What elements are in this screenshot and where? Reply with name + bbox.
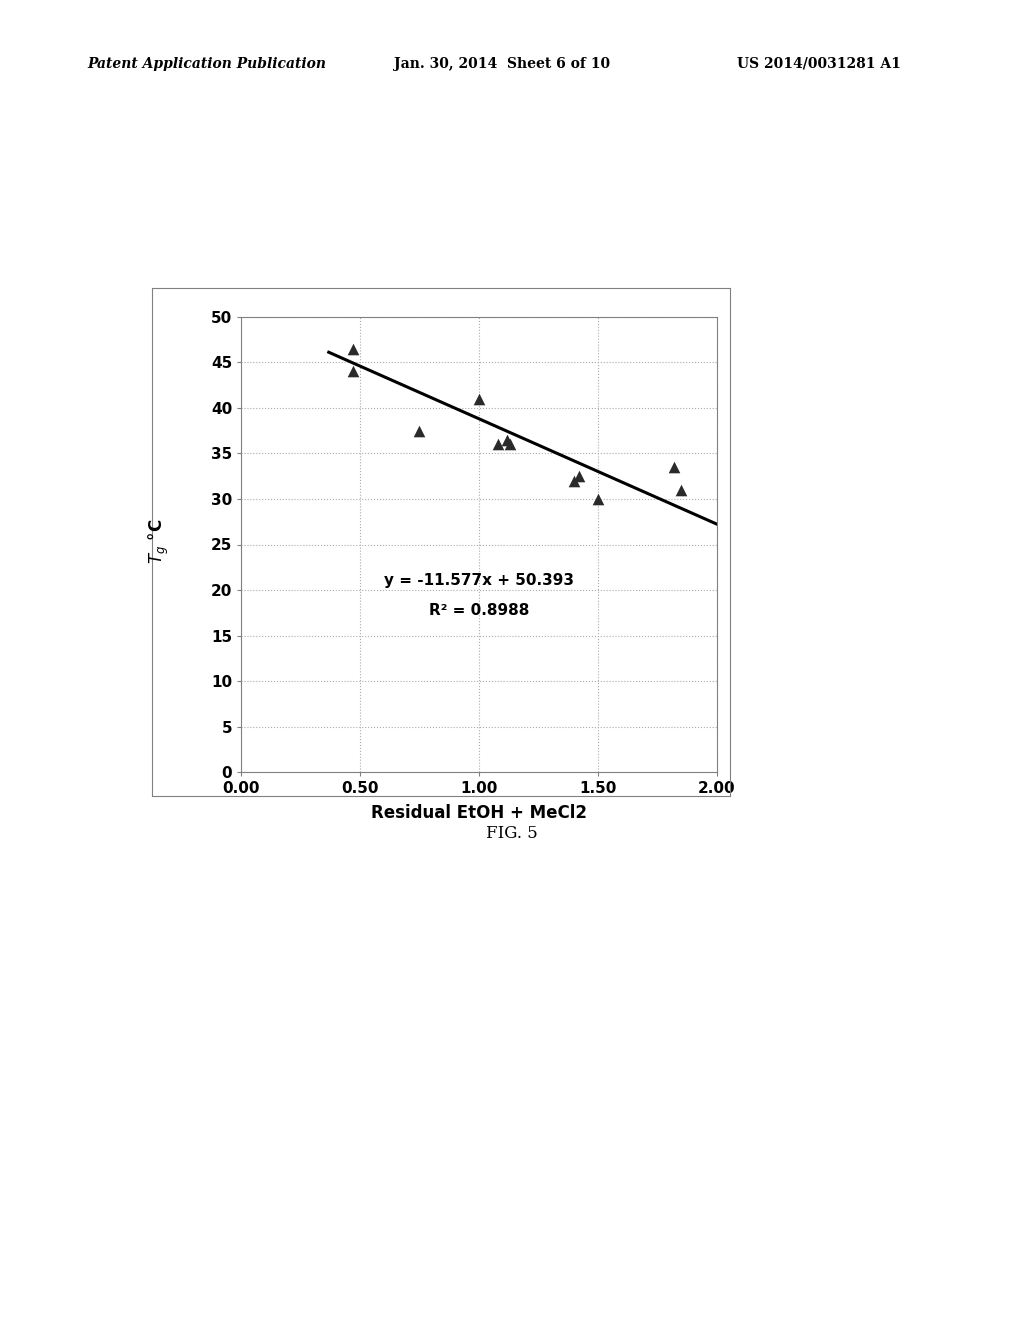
Point [344,338,360,359]
Text: FIG. 5: FIG. 5 [486,825,538,842]
Point [565,470,582,491]
Point [590,488,606,510]
Point [489,434,506,455]
Point [666,457,682,478]
Text: US 2014/0031281 A1: US 2014/0031281 A1 [737,57,901,71]
Point [470,388,487,409]
Text: R² = 0.8988: R² = 0.8988 [428,602,529,618]
Text: Jan. 30, 2014  Sheet 6 of 10: Jan. 30, 2014 Sheet 6 of 10 [394,57,610,71]
Point [570,466,587,487]
Point [499,429,515,450]
Text: $T_g$ °C: $T_g$ °C [146,519,171,564]
Point [411,420,427,441]
Text: y = -11.577x + 50.393: y = -11.577x + 50.393 [384,573,573,589]
X-axis label: Residual EtOH + MeCl2: Residual EtOH + MeCl2 [371,804,587,822]
Point [502,434,518,455]
Text: Patent Application Publication: Patent Application Publication [87,57,326,71]
Point [673,479,689,500]
Point [344,360,360,381]
